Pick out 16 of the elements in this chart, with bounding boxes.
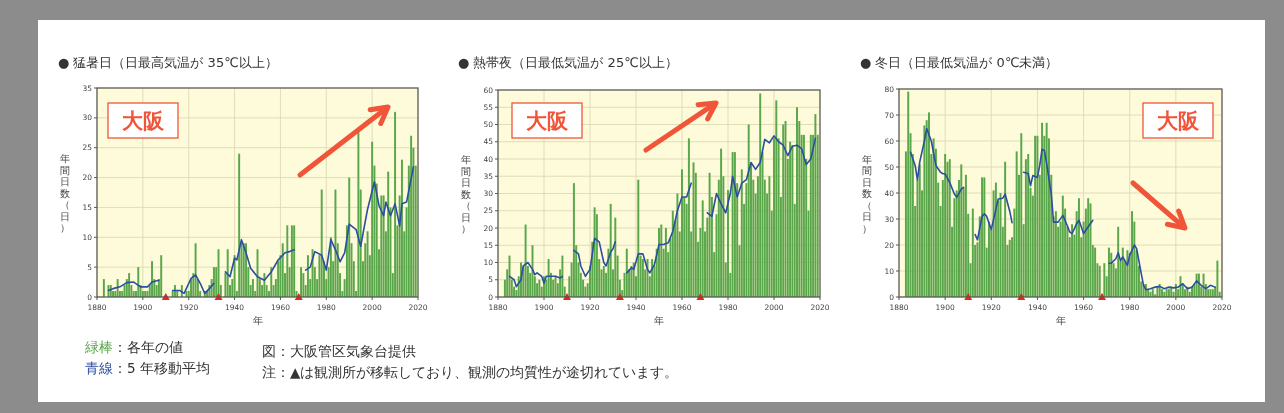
text: 青線：5 年移動平均 <box>85 360 210 376</box>
y-axis-title: 年間日数（日） <box>862 153 872 234</box>
chart-title: ● 冬日（日最低気温が 0℃未満） <box>860 55 1059 70</box>
annotation: 大阪 <box>122 109 165 133</box>
y-axis-title: 年間日数（日） <box>461 154 471 234</box>
text: 図：大阪管区気象台提供 <box>262 343 416 359</box>
y-axis-title: 年間日数（日） <box>60 153 70 233</box>
text: 注：▲は観測所が移転しており、観測の均質性が途切れています。 <box>262 364 679 380</box>
x-axis-title: 年 <box>252 315 263 326</box>
annotation: 大阪 <box>1157 109 1200 133</box>
chart-title: ● 熱帯夜（日最低気温が 25℃以上） <box>458 55 678 70</box>
text: 緑棒：各年の値 <box>84 339 183 355</box>
x-axis-title: 年 <box>1055 315 1066 326</box>
annotation: 大阪 <box>526 109 569 133</box>
x-axis-title: 年 <box>654 315 664 326</box>
chart-title: ● 猛暑日（日最高気温が 35℃以上） <box>58 55 278 70</box>
